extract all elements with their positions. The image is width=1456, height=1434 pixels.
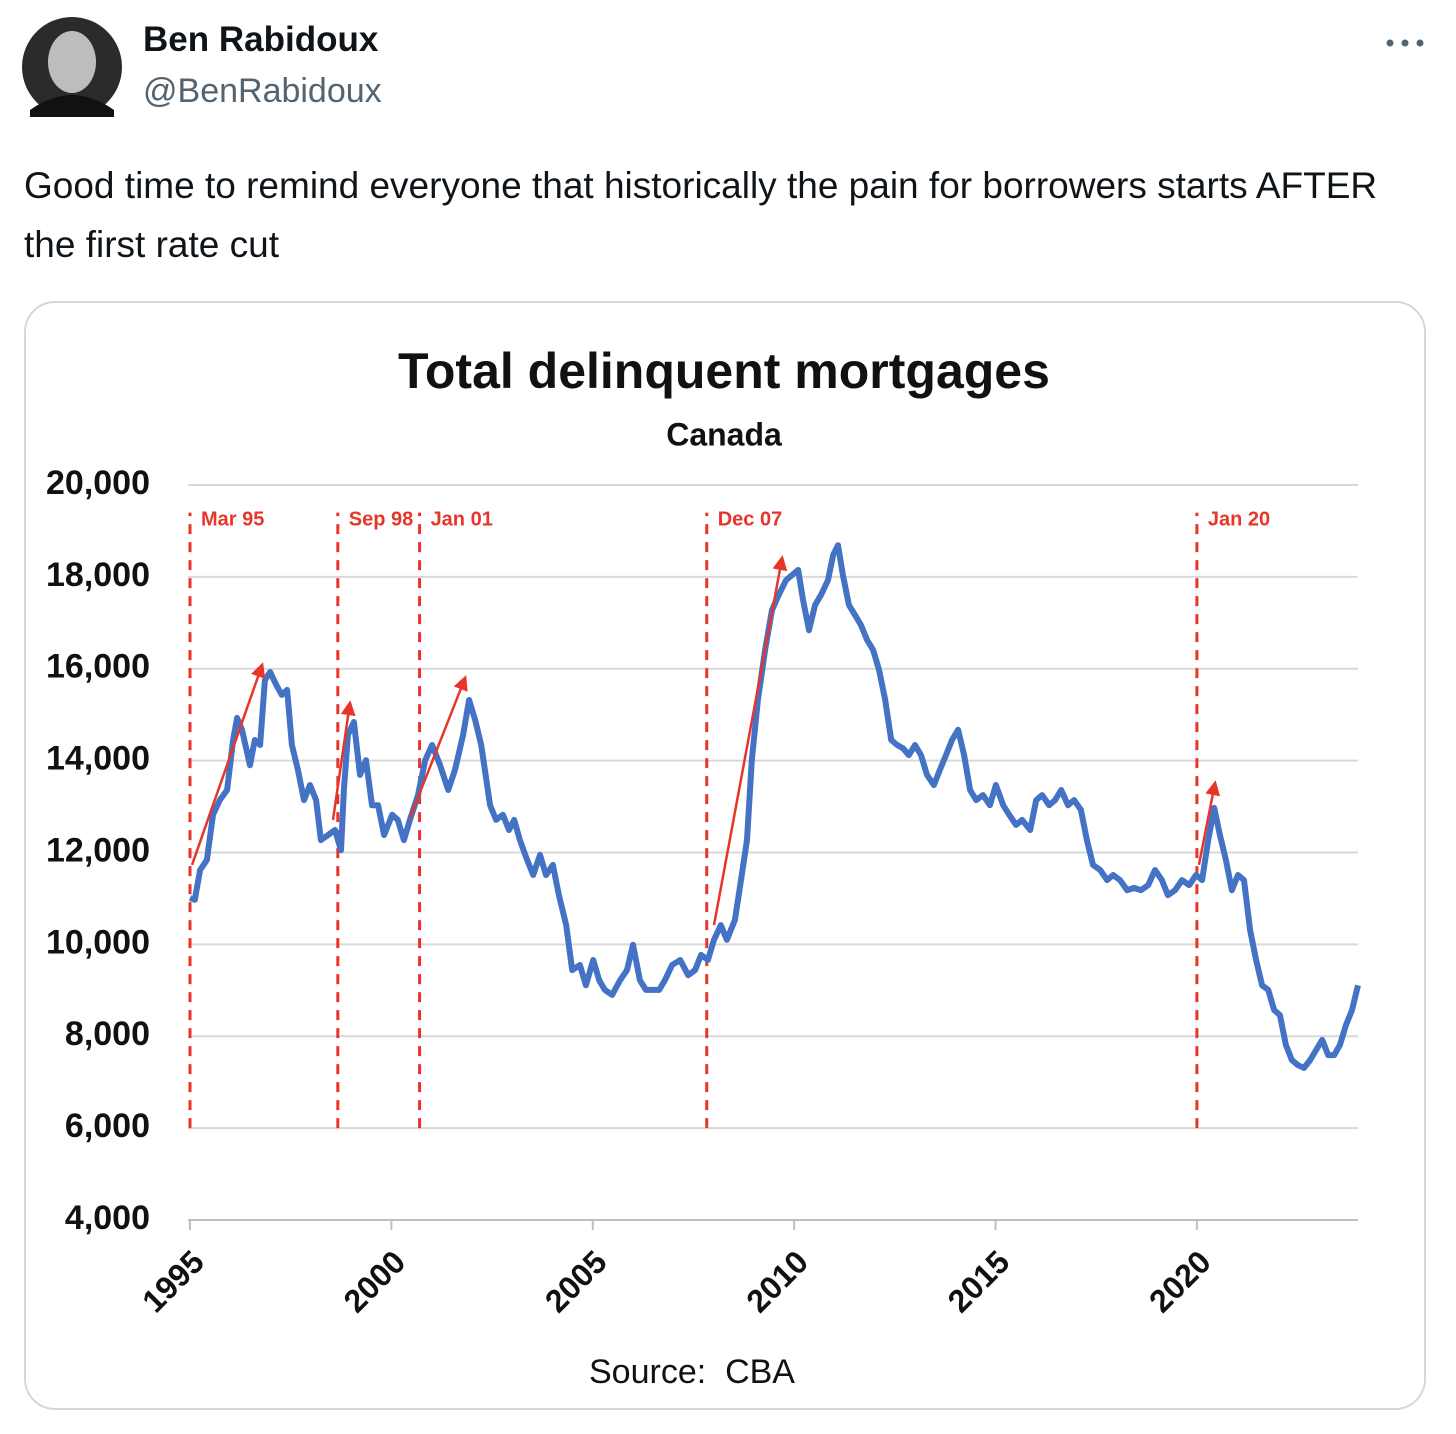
- annotation-label: Jan 01: [431, 508, 493, 530]
- y-tick-label: 10,000: [46, 923, 150, 961]
- author-handle[interactable]: @BenRabidoux: [143, 72, 382, 110]
- author-name[interactable]: Ben Rabidoux: [143, 20, 379, 59]
- y-tick-label: 12,000: [46, 831, 150, 869]
- media-card[interactable]: [24, 301, 1426, 1410]
- y-tick-label: 8,000: [65, 1015, 150, 1053]
- annotation-arrow: [712, 555, 788, 926]
- annotation-label: Jan 20: [1208, 508, 1270, 530]
- annotation-arrow: [190, 662, 266, 866]
- more-button[interactable]: [1386, 39, 1424, 47]
- chart-title: Total delinquent mortgages: [398, 343, 1050, 399]
- chart-subtitle: Canada: [666, 416, 782, 452]
- annotation-arrow: [408, 675, 468, 819]
- y-tick-label: 4,000: [65, 1199, 150, 1237]
- y-tick-label: 6,000: [65, 1107, 150, 1145]
- y-tick-label: 14,000: [46, 740, 150, 778]
- annotation-label: Mar 95: [201, 508, 264, 530]
- chart-source: Source: CBA: [589, 1353, 795, 1391]
- annotation-arrow: [331, 700, 356, 821]
- y-tick-label: 20,000: [46, 464, 150, 502]
- tweet-text: Good time to remind everyone that histor…: [24, 165, 1378, 265]
- data-line: [188, 542, 1361, 1071]
- y-tick-label: 16,000: [46, 648, 150, 686]
- annotation-label: Sep 98: [349, 508, 413, 530]
- annotation-label: Dec 07: [718, 508, 783, 530]
- y-tick-label: 18,000: [46, 556, 150, 594]
- annotation-arrow: [1197, 780, 1221, 866]
- avatar-body: [30, 95, 114, 117]
- avatar-face: [48, 31, 96, 93]
